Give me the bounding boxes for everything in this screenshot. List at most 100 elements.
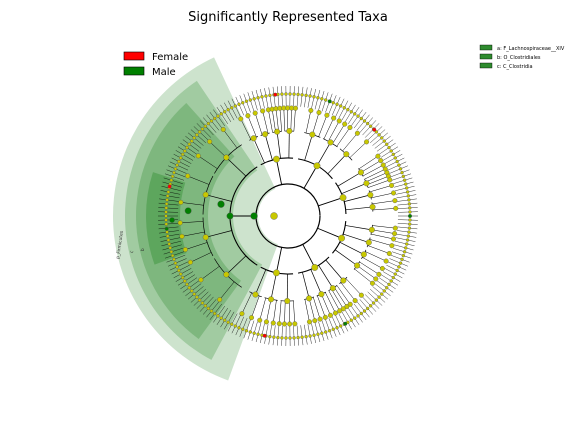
wedge-order xyxy=(136,103,241,339)
branch-level4 xyxy=(180,202,204,206)
branch-leaf xyxy=(396,194,417,199)
branch-level4 xyxy=(360,160,381,173)
node-leaf xyxy=(387,145,391,150)
branch-level4 xyxy=(247,115,257,138)
branch-level4 xyxy=(223,129,238,149)
branch-leaf xyxy=(159,233,180,238)
node-leaf xyxy=(284,336,288,340)
branch-level3 xyxy=(339,241,364,255)
branch-level3 xyxy=(316,142,331,166)
branch-leaf xyxy=(255,322,262,343)
node-leaf xyxy=(222,318,227,322)
branch-leaf xyxy=(255,89,262,110)
node-male-c xyxy=(250,212,258,220)
branch-level4 xyxy=(305,110,312,133)
branch-level3 xyxy=(344,194,371,202)
branch-leaf xyxy=(187,132,204,146)
branch-leaf xyxy=(386,264,405,275)
node-leaf xyxy=(408,206,412,210)
node-level3 xyxy=(360,251,367,258)
branch-leaf xyxy=(328,318,337,337)
branch-leaf xyxy=(177,274,196,286)
branch-leaf xyxy=(251,321,258,341)
node-leaf xyxy=(308,334,312,338)
branch-level4 xyxy=(240,118,252,140)
branch-leaf xyxy=(362,296,377,312)
node-level4 xyxy=(352,298,358,304)
branch-level4 xyxy=(370,233,394,240)
node-level4 xyxy=(380,162,386,168)
node-leaf xyxy=(276,335,280,340)
branch-leaf xyxy=(260,323,265,344)
node-leaf xyxy=(395,159,399,164)
branch-leaf xyxy=(374,283,391,297)
node-leaf xyxy=(177,268,181,273)
node-leaf xyxy=(164,206,168,210)
node-leaf xyxy=(190,289,194,293)
branch-leaf xyxy=(213,305,225,323)
node-level3 xyxy=(327,139,334,146)
node-leaf xyxy=(397,163,401,167)
branch-leaf xyxy=(235,96,244,116)
branch-leaf xyxy=(251,91,258,111)
branch-leaf xyxy=(277,325,280,346)
branch-leaf xyxy=(325,93,333,113)
node-level4 xyxy=(207,139,213,145)
node-level3 xyxy=(286,128,293,135)
node-level4 xyxy=(281,321,287,327)
figure-title: Significantly Represented Taxa xyxy=(188,10,388,25)
node-leaf xyxy=(398,167,403,171)
node-leaf xyxy=(219,112,223,116)
node-level4 xyxy=(322,314,328,320)
branch-level4 xyxy=(359,261,380,275)
node-leaf xyxy=(272,335,276,339)
node-leaf xyxy=(395,268,399,273)
branch-leaf xyxy=(224,311,235,330)
branch-leaf xyxy=(395,190,416,195)
branch-leaf xyxy=(209,303,223,321)
node-leaf xyxy=(175,163,179,167)
node-level3 xyxy=(340,277,347,284)
branch-leaf xyxy=(380,274,399,286)
node-leaf xyxy=(237,326,241,330)
branch-level4 xyxy=(323,118,334,140)
branch-leaf xyxy=(397,226,418,230)
branch-level4 xyxy=(370,192,394,199)
branch-leaf xyxy=(335,315,345,334)
node-leaf xyxy=(209,119,214,123)
branch-level3 xyxy=(205,230,232,238)
node-level4 xyxy=(292,321,298,327)
branch-level4 xyxy=(219,281,235,300)
node-leaf xyxy=(169,250,174,254)
node-leaf xyxy=(385,286,389,290)
legend-swatch-female xyxy=(123,51,145,61)
branch-leaf xyxy=(300,86,304,107)
branch-level4 xyxy=(259,297,267,321)
branch-leaf xyxy=(173,153,192,164)
branch-leaf xyxy=(216,307,229,325)
node-level4 xyxy=(185,173,191,179)
branch-level4 xyxy=(328,290,340,311)
branch-level2 xyxy=(275,247,283,273)
node-level4 xyxy=(387,177,393,183)
legend-label-male: Male xyxy=(152,67,176,78)
branch-level4 xyxy=(198,155,218,169)
branch-leaf xyxy=(394,181,414,188)
branch-leaf xyxy=(224,102,235,121)
node-leaf xyxy=(185,145,189,150)
branch-leaf xyxy=(341,102,352,121)
branch-level4 xyxy=(366,176,389,185)
branch-level4 xyxy=(334,287,347,307)
branch-level4 xyxy=(372,200,395,205)
node-leaf xyxy=(212,116,217,121)
branch-leaf xyxy=(264,324,269,344)
branch-leaf xyxy=(173,268,192,279)
branch-leaf xyxy=(268,324,272,345)
branch-level3 xyxy=(205,194,232,202)
branch-leaf xyxy=(169,261,189,271)
branch-leaf xyxy=(314,89,321,110)
branch-level4 xyxy=(290,108,292,132)
branch-leaf xyxy=(158,202,179,206)
node-leaf xyxy=(389,279,393,283)
node-level4 xyxy=(373,276,379,282)
